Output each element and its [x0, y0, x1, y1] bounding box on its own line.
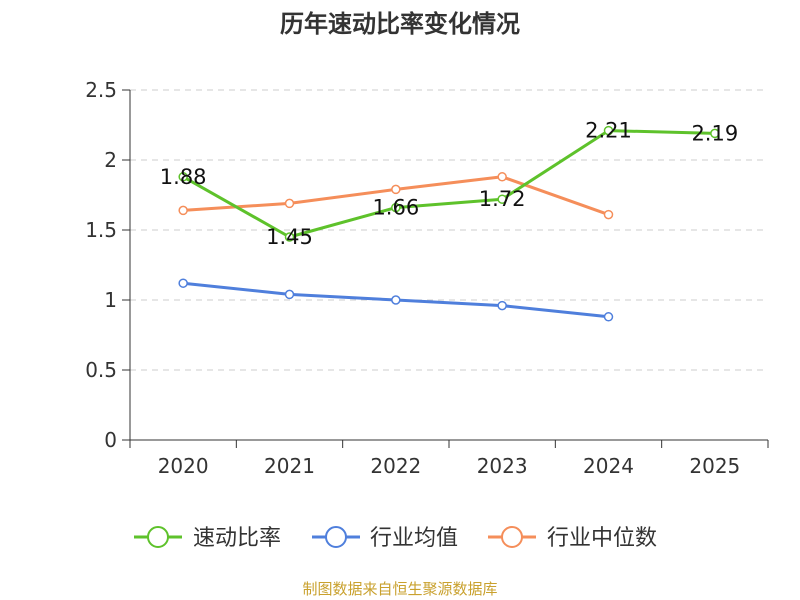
x-tick-label: 2022	[370, 454, 421, 478]
data-point	[178, 172, 188, 182]
data-label: 2.19	[691, 121, 738, 145]
grid-layer	[130, 89, 768, 371]
series-layer	[178, 125, 720, 322]
data-label-layer: 1.88 1.45 1.66 1.72 2.21 2.19	[160, 119, 738, 249]
y-tick-label: 2.5	[85, 78, 117, 102]
data-point	[178, 205, 188, 216]
x-tick-label: 2021	[264, 454, 315, 478]
data-point	[391, 295, 401, 305]
data-point	[284, 198, 295, 209]
data-label: 1.88	[160, 165, 207, 189]
legend-item[interactable]: 速动比率	[134, 526, 281, 551]
legend-item[interactable]: 行业中位数	[488, 526, 657, 551]
x-tick-label: 2025	[689, 454, 740, 478]
data-point	[603, 312, 614, 322]
data-point	[603, 209, 614, 220]
data-point	[497, 300, 507, 311]
legend-item[interactable]: 行业均值	[312, 526, 458, 551]
legend-marker-icon	[325, 526, 347, 548]
data-label: 1.45	[266, 225, 313, 249]
y-tick-label: 1	[104, 288, 117, 312]
x-tick-label: 2020	[158, 454, 209, 478]
legend-label: 速动比率	[193, 526, 281, 551]
data-point	[284, 289, 295, 300]
y-tick-label: 0	[104, 428, 117, 452]
legend-marker-icon	[147, 526, 169, 548]
chart-title: 历年速动比率变化情况	[280, 10, 520, 38]
x-tick-label: 2024	[583, 454, 634, 478]
source-note: 制图数据来自恒生聚源数据库	[302, 580, 497, 598]
legend-label: 行业中位数	[547, 526, 657, 551]
series-line-0	[181, 129, 717, 239]
data-point	[391, 184, 401, 195]
data-label: 1.66	[372, 196, 419, 220]
data-label: 2.21	[585, 119, 632, 143]
data-point	[603, 125, 614, 136]
y-tick-label: 0.5	[85, 358, 117, 382]
legend-label: 行业均值	[370, 526, 458, 551]
y-tick-label: 2	[104, 148, 117, 172]
legend-marker-icon	[501, 526, 523, 548]
data-point	[178, 278, 188, 288]
data-point	[710, 128, 720, 139]
data-point	[497, 172, 507, 182]
legend: 速动比率 行业均值 行业中位数	[134, 526, 657, 551]
data-point	[391, 202, 401, 213]
data-point	[497, 194, 507, 204]
axis-layer: 0 0.5 1 1.5 2 2.5 2020 2021 2022 2023 2024 2025	[85, 78, 769, 478]
data-label: 1.72	[479, 187, 526, 211]
x-tick-label: 2023	[477, 454, 528, 478]
y-tick-label: 1.5	[85, 218, 117, 242]
data-point	[284, 232, 295, 242]
